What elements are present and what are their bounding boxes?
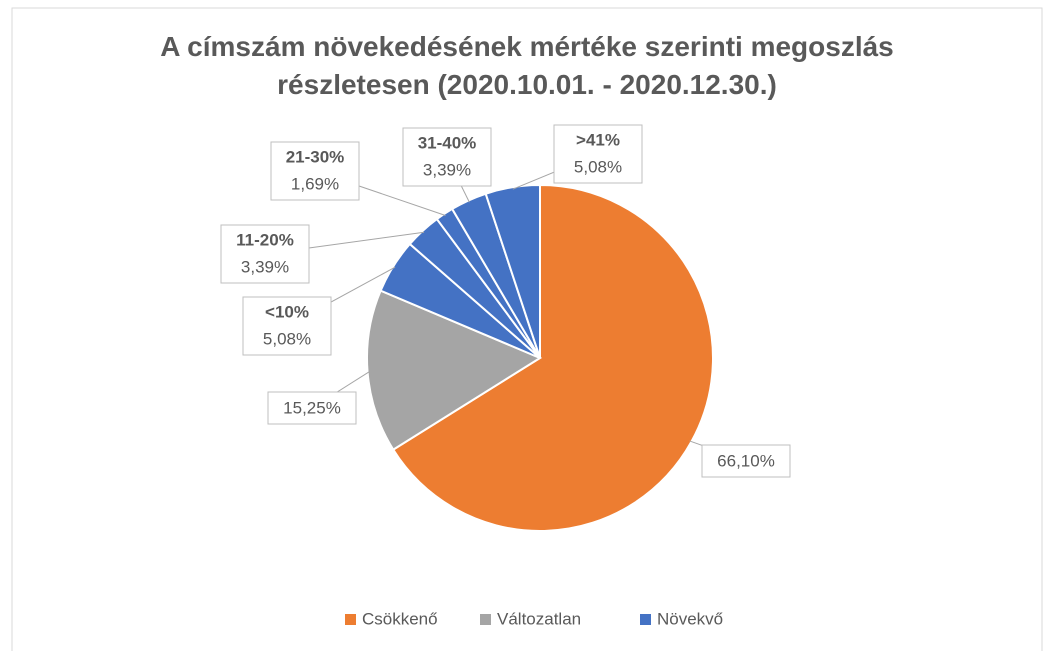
category-label: <10% (265, 302, 309, 321)
data-label-box (701, 444, 791, 478)
category-label: 11-20% (236, 230, 294, 249)
legend-label: Változatlan (497, 609, 581, 628)
data-label: 5,08% (574, 157, 622, 176)
chart-title: A címszám növekedésének mértéke szerinti… (160, 31, 894, 100)
data-label: 5,08% (263, 329, 311, 348)
data-label-box (242, 296, 332, 356)
data-label-box (267, 391, 357, 425)
pie-slice (366, 289, 543, 452)
category-label: 31-40% (418, 133, 477, 152)
legend-swatch (480, 614, 491, 625)
data-label: 3,39% (241, 257, 289, 276)
data-label-box (553, 124, 643, 184)
pie-slice (484, 183, 541, 359)
legend-label: Csökkenő (362, 609, 438, 628)
legend-swatch (345, 614, 356, 625)
data-label: 66,10% (717, 451, 775, 470)
legend-label: Növekvő (657, 609, 723, 628)
legend-swatch (640, 614, 651, 625)
data-label: 1,69% (291, 174, 339, 193)
data-label: 3,39% (423, 160, 471, 179)
data-label: 15,25% (283, 398, 341, 417)
category-label: >41% (576, 130, 620, 149)
category-label: 21-30% (286, 147, 345, 166)
data-label-box (220, 224, 310, 284)
data-label-box (402, 127, 492, 187)
data-label-box (270, 141, 360, 201)
